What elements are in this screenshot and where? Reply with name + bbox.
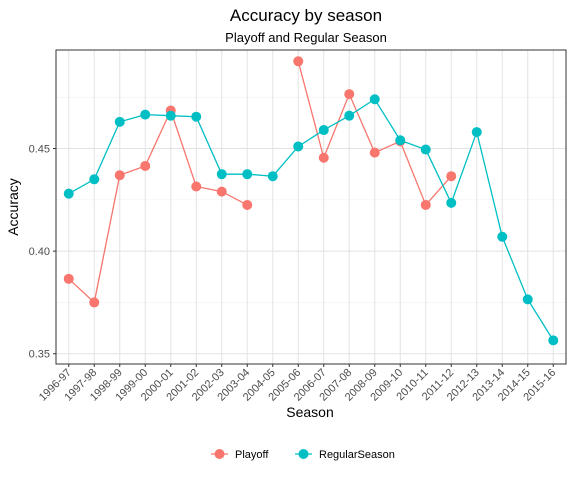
data-point-regularseason	[446, 197, 457, 208]
legend-label: Playoff	[235, 449, 269, 461]
chart-title: Accuracy by season	[230, 6, 382, 25]
data-point-playoff	[114, 170, 125, 181]
data-point-playoff	[242, 199, 253, 210]
legend-item-playoff: Playoff	[211, 449, 269, 461]
data-point-regularseason	[548, 335, 559, 346]
data-point-regularseason	[369, 94, 380, 105]
data-point-playoff	[318, 152, 329, 163]
data-point-regularseason	[140, 109, 151, 120]
data-point-regularseason	[471, 127, 482, 138]
data-point-regularseason	[318, 125, 329, 136]
plot-area: 0.350.400.451996-971997-981998-991999-00…	[29, 49, 567, 404]
data-point-regularseason	[191, 111, 202, 122]
data-point-playoff	[89, 297, 100, 308]
data-point-regularseason	[267, 171, 278, 182]
data-point-regularseason	[89, 174, 100, 185]
legend-key-point	[214, 449, 225, 459]
data-point-playoff	[344, 89, 355, 100]
y-tick-label: 0.35	[29, 349, 50, 361]
data-point-playoff	[63, 273, 74, 284]
series-line-playoff	[68, 108, 248, 304]
y-tick-label: 0.40	[29, 246, 50, 258]
data-point-regularseason	[242, 169, 253, 180]
data-point-playoff	[446, 171, 457, 182]
legend-item-regularseason: RegularSeason	[295, 449, 395, 461]
legend: Playoff RegularSeason	[211, 449, 395, 461]
chart-subtitle: Playoff and Regular Season	[225, 30, 387, 45]
data-point-playoff	[293, 56, 304, 67]
data-point-playoff	[140, 160, 151, 171]
y-axis-title: Accuracy	[5, 178, 21, 236]
legend-key-point	[298, 449, 309, 459]
panel-border	[55, 49, 567, 365]
data-point-regularseason	[420, 144, 431, 155]
data-point-regularseason	[395, 135, 406, 146]
data-point-regularseason	[293, 141, 304, 152]
data-point-regularseason	[344, 110, 355, 121]
data-point-regularseason	[216, 169, 227, 180]
legend-label: RegularSeason	[319, 449, 395, 461]
data-point-regularseason	[63, 188, 74, 199]
data-point-playoff	[191, 181, 202, 192]
data-point-regularseason	[522, 294, 533, 305]
y-tick-label: 0.45	[29, 144, 50, 156]
data-point-playoff	[216, 186, 227, 197]
data-point-playoff	[420, 199, 431, 210]
data-point-regularseason	[165, 110, 176, 121]
data-point-playoff	[369, 147, 380, 158]
data-point-regularseason	[497, 231, 508, 242]
data-point-regularseason	[114, 116, 125, 127]
x-axis-title: Season	[286, 404, 333, 420]
series-line-regularseason	[68, 98, 554, 341]
